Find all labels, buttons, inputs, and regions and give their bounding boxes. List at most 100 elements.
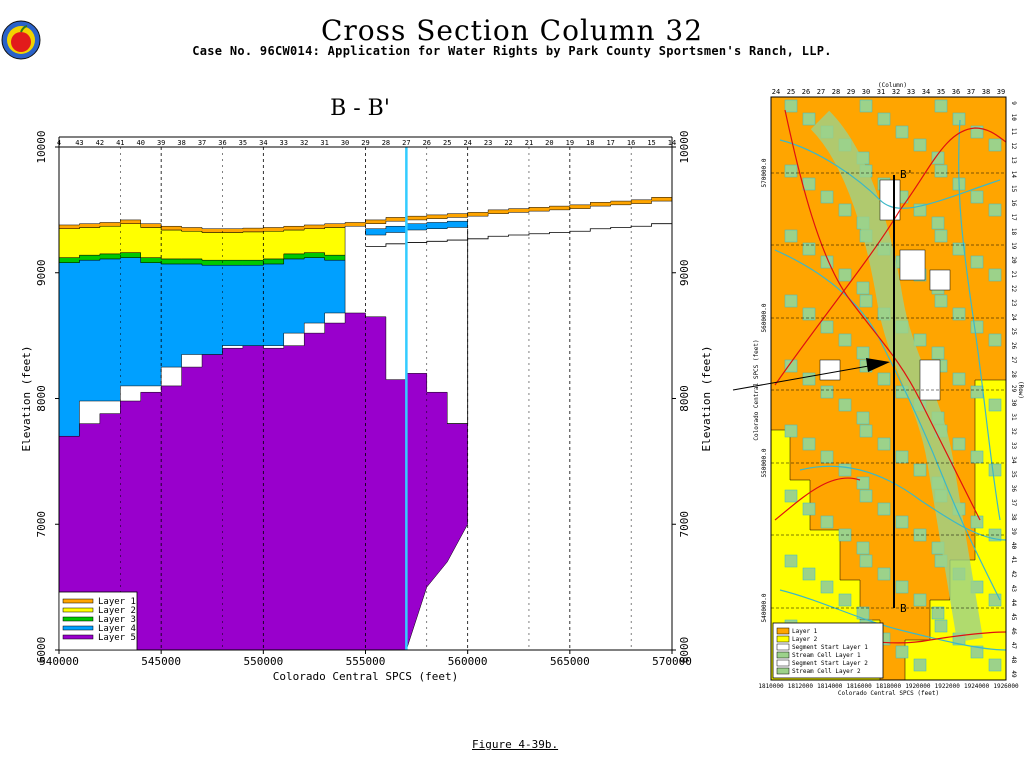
stream-band xyxy=(810,110,983,643)
map-row-label: 9 xyxy=(1010,101,1017,105)
stream-cell xyxy=(856,346,870,360)
top-column-label: 15 xyxy=(647,139,655,147)
stream-cell xyxy=(895,515,909,529)
map-row-label: 29 xyxy=(1010,385,1017,393)
stream-cell xyxy=(988,658,1002,672)
stream-cell xyxy=(820,580,834,594)
map-column-label: 28 xyxy=(832,88,840,96)
stream-cell xyxy=(952,242,966,256)
stream-cell xyxy=(784,229,798,243)
map-legend-label: Segment Start Layer 2 xyxy=(792,660,868,667)
y-tick-label-right: 10000 xyxy=(678,130,691,163)
map-legend-label: Stream Cell Layer 1 xyxy=(792,652,861,659)
stream-cell xyxy=(934,99,948,113)
stream-cell xyxy=(859,489,873,503)
top-column-label: 41 xyxy=(116,139,124,147)
stream-cell xyxy=(913,528,927,542)
top-column-label: 32 xyxy=(300,139,308,147)
top-column-label: 4 xyxy=(57,139,61,147)
stream-cell xyxy=(913,333,927,347)
stream-cell xyxy=(952,112,966,126)
stream-cell xyxy=(877,112,891,126)
map-legend-swatch xyxy=(776,667,790,675)
map-legend-label: Layer 1 xyxy=(792,628,818,635)
stream-cell xyxy=(931,151,945,165)
map-row-label: 42 xyxy=(1010,570,1017,578)
map-x-axis-label: Colorado Central SPCS (feet) xyxy=(838,690,939,697)
pointer-arrowhead xyxy=(866,358,890,372)
map-road xyxy=(774,127,1007,386)
map-y-tick-label: 550000.0 xyxy=(761,448,768,477)
map-column-label: 38 xyxy=(982,88,990,96)
map-column-label: 36 xyxy=(952,88,960,96)
stream-cell xyxy=(913,138,927,152)
stream-cell xyxy=(970,255,984,269)
stream-cell xyxy=(838,593,852,607)
figure-caption: Figure 4-39b. xyxy=(472,738,559,751)
stream-cell xyxy=(952,372,966,386)
x-tick-label: 540000 xyxy=(39,655,79,668)
x-tick-label: 570000 xyxy=(652,655,692,668)
top-column-label: 31 xyxy=(320,139,328,147)
map-column-label: 27 xyxy=(817,88,825,96)
map-row-label: 35 xyxy=(1010,471,1017,479)
map-row-label: 40 xyxy=(1010,542,1017,550)
y-tick-label: 7000 xyxy=(35,511,48,538)
section-label-bottom: B xyxy=(900,602,907,615)
stream-cell xyxy=(934,164,948,178)
stream-cell xyxy=(820,190,834,204)
map-column-title: (Column) xyxy=(878,82,907,89)
top-column-label: 43 xyxy=(75,139,83,147)
stream-cell xyxy=(970,385,984,399)
map-row-label: 49 xyxy=(1010,670,1017,678)
stream-cell xyxy=(895,580,909,594)
page-subtitle: Case No. 96CW014: Application for Water … xyxy=(192,44,832,58)
x-tick-label: 555000 xyxy=(346,655,386,668)
stream-cell xyxy=(856,411,870,425)
layer-bottom-line xyxy=(365,223,672,247)
stream-cell xyxy=(820,385,834,399)
stream-cell xyxy=(970,320,984,334)
map-column-label: 29 xyxy=(847,88,855,96)
stream-cell xyxy=(784,424,798,438)
top-column-label: 27 xyxy=(402,139,410,147)
map-x-tick-label: 1926000 xyxy=(993,683,1019,690)
top-column-label: 20 xyxy=(545,139,553,147)
stream-cell xyxy=(970,190,984,204)
stream-cell xyxy=(877,372,891,386)
map-row-label: 45 xyxy=(1010,613,1017,621)
map-row-label: 27 xyxy=(1010,356,1017,364)
stream-cell xyxy=(802,502,816,516)
stream-cell xyxy=(988,268,1002,282)
map-row-label: 21 xyxy=(1010,271,1017,279)
y-axis-label: Elevation (feet) xyxy=(20,346,33,452)
top-column-label: 24 xyxy=(463,139,471,147)
map-row-label: 19 xyxy=(1010,242,1017,250)
pointer-arrow xyxy=(732,363,881,391)
map-legend-swatch xyxy=(776,659,790,667)
map-legend-label: Stream Cell Layer 2 xyxy=(792,668,861,675)
map-x-tick-label: 1924000 xyxy=(964,683,990,690)
legend-swatch xyxy=(62,616,94,622)
map-column-label: 32 xyxy=(892,88,900,96)
map-frame xyxy=(770,96,1007,681)
top-column-label: 37 xyxy=(198,139,206,147)
stream-cell xyxy=(856,541,870,555)
map-white-cell xyxy=(899,249,926,281)
map-y-tick-label: 570000.0 xyxy=(761,158,768,187)
map-white-cell xyxy=(929,269,951,291)
map-row-label: 34 xyxy=(1010,456,1017,464)
top-column-label: 29 xyxy=(361,139,369,147)
map-x-tick-label: 1816000 xyxy=(846,683,872,690)
stream-cell xyxy=(820,320,834,334)
y-tick-label-right: 9000 xyxy=(678,260,691,287)
map-row-label: 33 xyxy=(1010,442,1017,450)
stream-cell xyxy=(859,554,873,568)
top-column-label: 33 xyxy=(280,139,288,147)
map-stream xyxy=(799,465,1007,541)
y-tick-label: 10000 xyxy=(35,130,48,163)
map-column-label: 26 xyxy=(802,88,810,96)
x-tick-label: 550000 xyxy=(243,655,283,668)
